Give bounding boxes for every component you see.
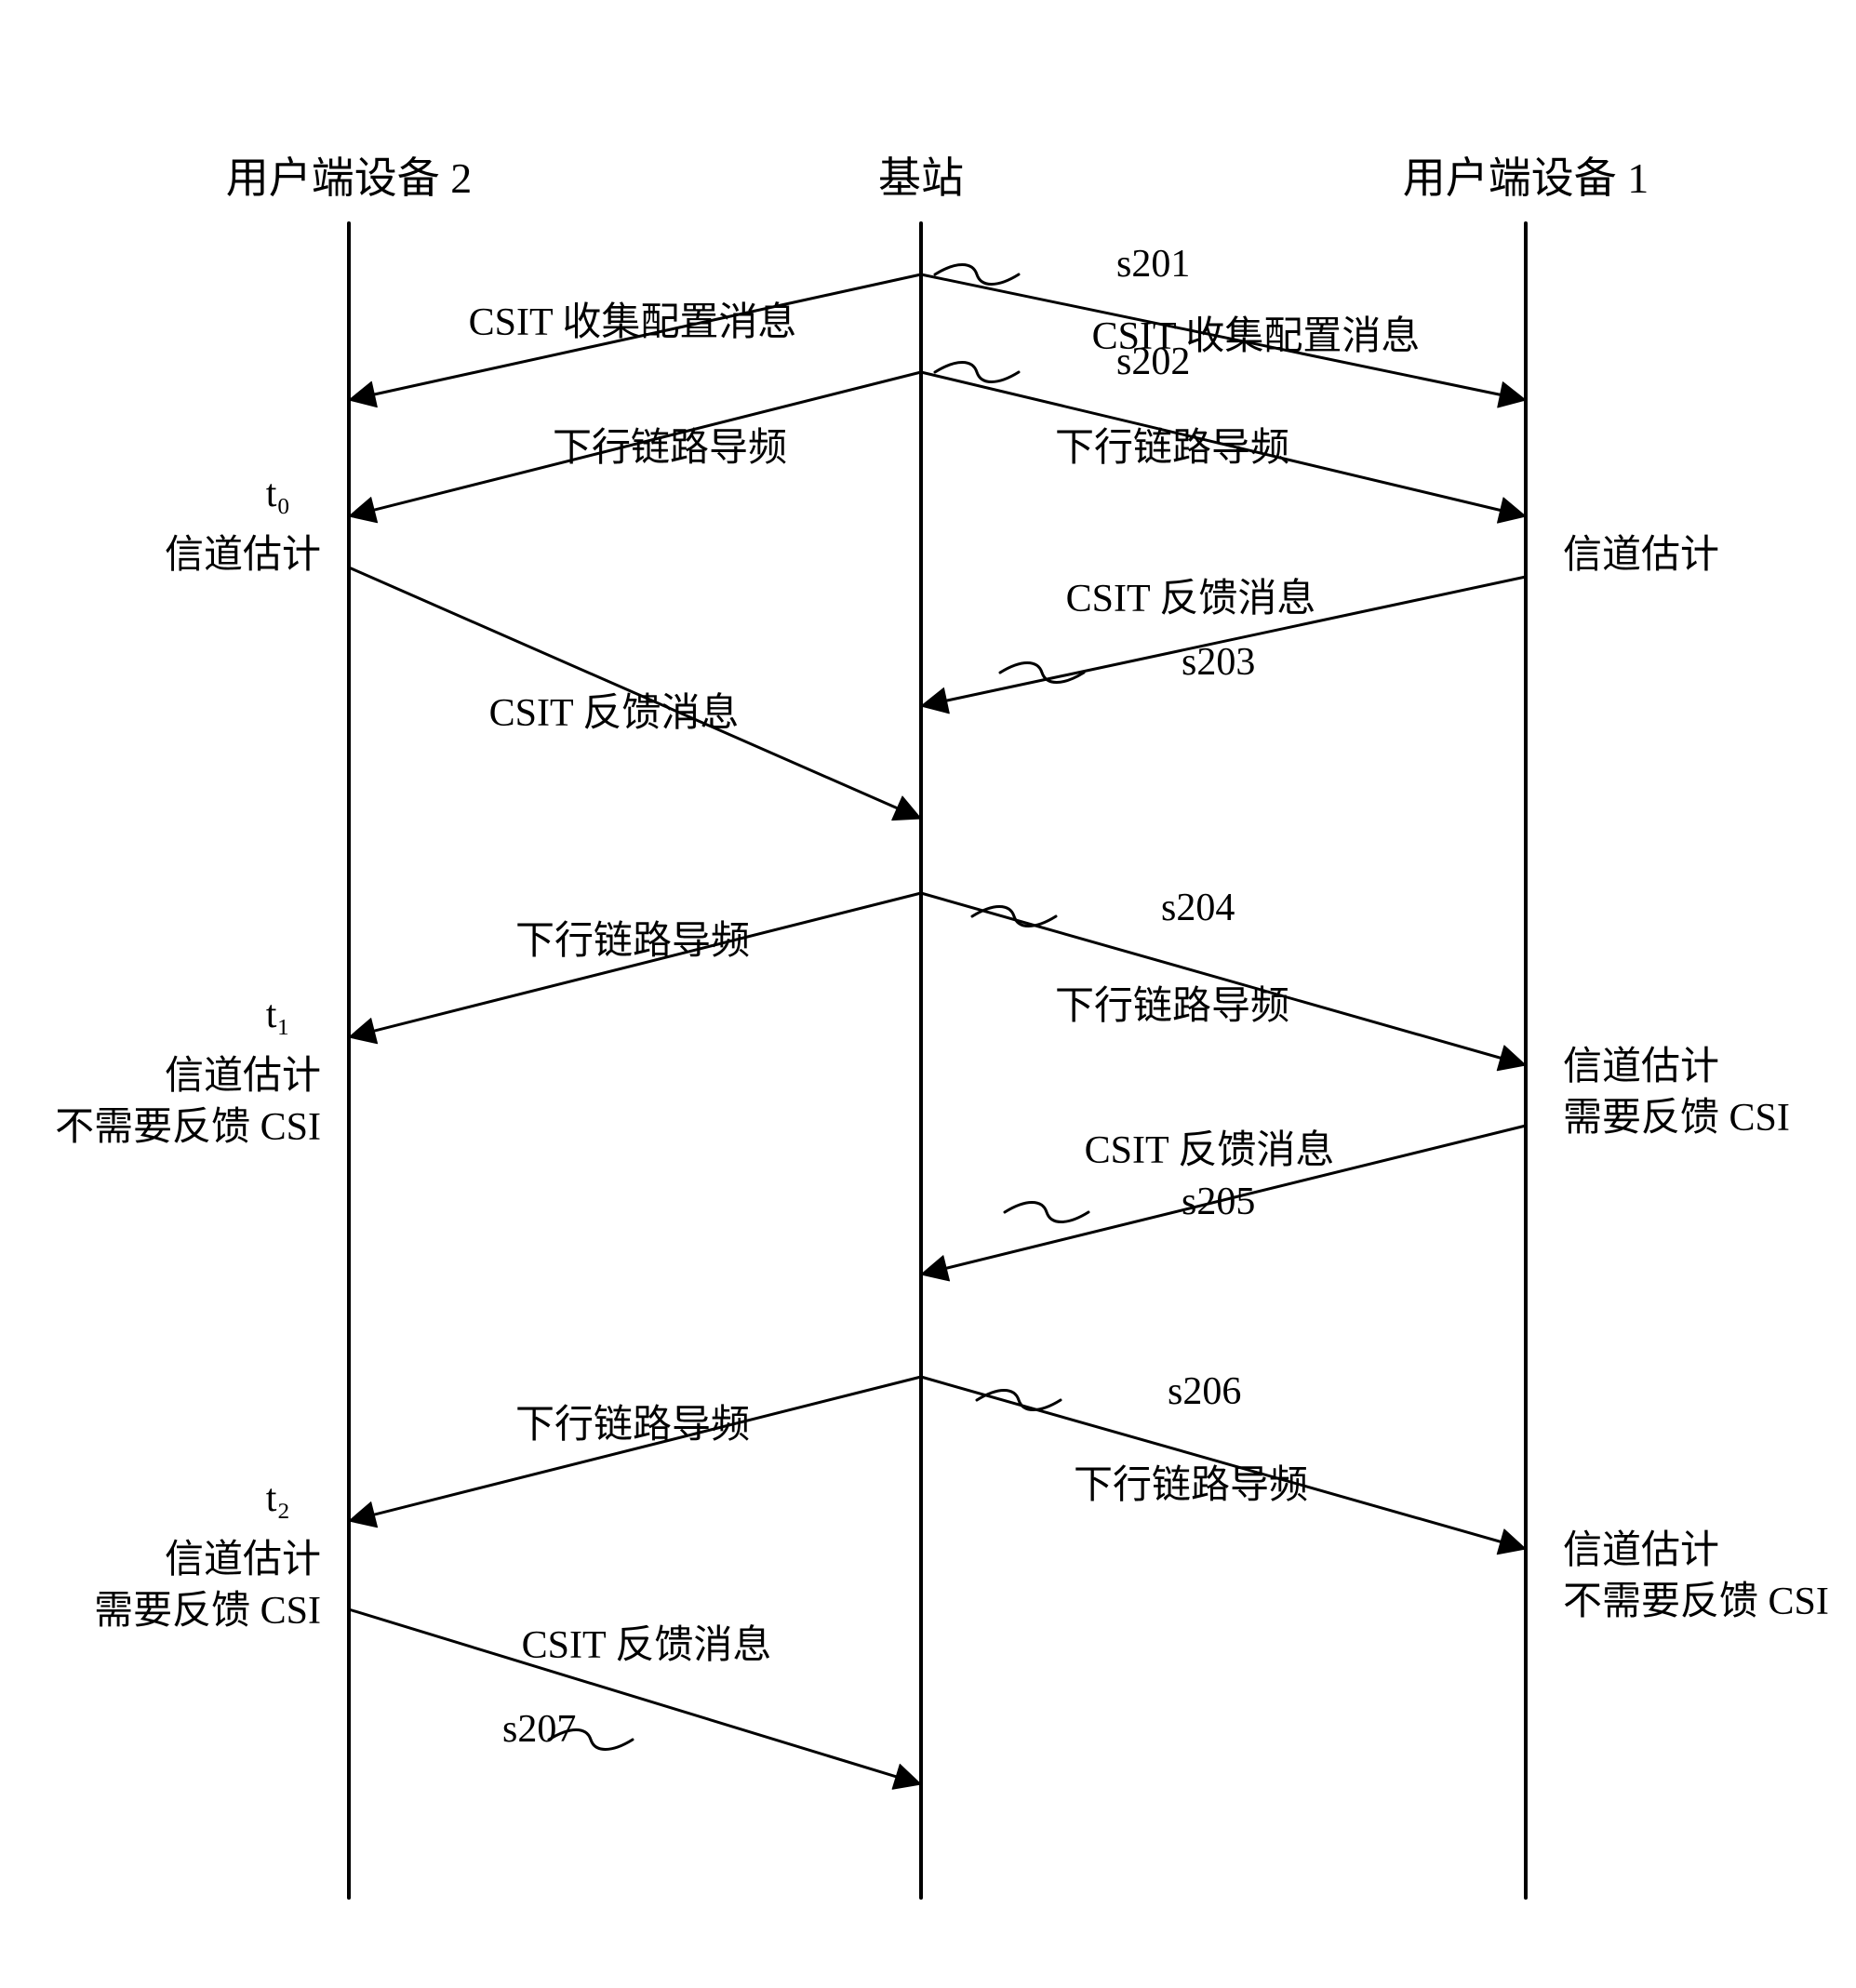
actor-ue2: 用户端设备 2 <box>226 144 473 206</box>
msg-s205R: CSIT 反馈消息 <box>1085 1118 1335 1175</box>
msg-s206L: 下行链路导频 <box>515 1393 750 1449</box>
msg-s202L: 下行链路导频 <box>553 416 787 473</box>
msg-s203R: CSIT 反馈消息 <box>1066 567 1316 623</box>
step-s205: s205 <box>1182 1180 1255 1224</box>
note-t1: t₁ <box>266 993 290 1037</box>
note-t0: t₀ <box>266 472 290 516</box>
step-s204: s204 <box>1161 886 1235 930</box>
note-t2: t₂ <box>266 1476 290 1521</box>
note-t2nf: 需要反馈 CSI <box>94 1579 321 1635</box>
sequence-diagram: 用户端设备 2基站用户端设备 1CSIT 收集配置消息CSIT 收集配置消息下行… <box>0 0 1856 1988</box>
step-s203: s203 <box>1182 640 1255 685</box>
note-ce2r: 信道估计 <box>1563 1034 1719 1091</box>
msg-s203L: CSIT 反馈消息 <box>489 681 740 738</box>
step-s206: s206 <box>1168 1369 1241 1414</box>
msg-s201L: CSIT 收集配置消息 <box>469 290 797 347</box>
msg-s206R: 下行链路导频 <box>1074 1453 1308 1510</box>
note-nf2r: 需要反馈 CSI <box>1563 1086 1790 1142</box>
note-t1ce: 信道估计 <box>165 1044 321 1101</box>
actor-bs: 基站 <box>878 144 964 206</box>
step-s202: s202 <box>1116 340 1190 384</box>
msg-s204R: 下行链路导频 <box>1055 974 1289 1031</box>
note-nf3r: 不需要反馈 CSI <box>1563 1569 1829 1626</box>
msg-s202R: 下行链路导频 <box>1055 416 1289 473</box>
note-t2ce: 信道估计 <box>165 1528 321 1584</box>
note-t0ce: 信道估计 <box>165 523 321 580</box>
actor-ue1: 用户端设备 1 <box>1403 144 1649 206</box>
note-ce1r: 信道估计 <box>1563 523 1719 580</box>
msg-s207L: CSIT 反馈消息 <box>522 1613 772 1670</box>
msg-s204L: 下行链路导频 <box>515 909 750 966</box>
note-ce3r: 信道估计 <box>1563 1518 1719 1575</box>
note-t1nf: 不需要反馈 CSI <box>55 1095 321 1152</box>
step-s201: s201 <box>1116 242 1190 287</box>
step-s207: s207 <box>502 1707 576 1752</box>
